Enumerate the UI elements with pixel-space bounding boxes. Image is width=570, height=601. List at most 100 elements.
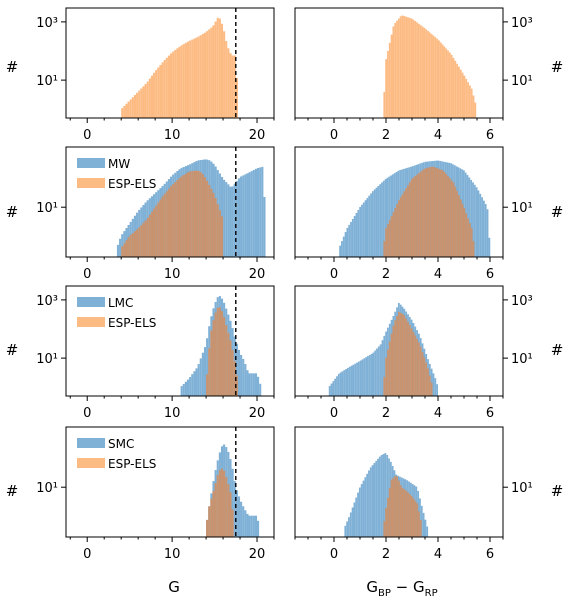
bar-esp-els — [144, 84, 147, 118]
xtick-label: 10 — [164, 267, 181, 282]
bar-esp-els — [133, 231, 137, 257]
bar-esp-els — [390, 34, 393, 118]
bar-esp-els — [423, 27, 426, 118]
xtick-label: 6 — [486, 128, 494, 143]
bar-esp-els — [452, 57, 455, 118]
xtick-label: 0 — [83, 406, 91, 421]
bar-esp-els — [432, 166, 435, 257]
bar-esp-els — [121, 108, 124, 118]
bar-mw — [386, 177, 389, 257]
bar-esp-els — [432, 35, 435, 118]
xtick-label: 4 — [434, 267, 442, 282]
bar-smc — [420, 505, 423, 537]
ylabel-row3-right: # — [551, 341, 564, 359]
bar-smc — [382, 454, 385, 537]
bar-mw — [362, 202, 365, 257]
bar-smc — [371, 465, 374, 537]
bar-esp-els — [231, 55, 234, 118]
bar-esp-els — [448, 178, 451, 257]
bar-mw — [472, 182, 474, 257]
bar-esp-els — [467, 218, 469, 257]
bar-lmc — [374, 350, 377, 396]
bar-esp-els — [214, 21, 217, 118]
bar-mw — [364, 200, 367, 257]
bar-mw — [252, 169, 255, 257]
ytick-label: 10³ — [511, 16, 533, 31]
bar-smc — [246, 513, 249, 537]
series-esp-els — [206, 468, 234, 537]
bar-lmc — [361, 359, 364, 396]
bar-mw — [121, 234, 124, 257]
xtick-label: 20 — [249, 547, 266, 562]
bar-lmc — [254, 373, 258, 396]
bar-mw — [223, 179, 226, 257]
ytick-label: 10¹ — [511, 352, 533, 367]
bar-smc — [369, 467, 372, 537]
bar-esp-els — [401, 313, 404, 396]
bar-esp-els — [410, 18, 413, 118]
bar-esp-els — [123, 243, 126, 257]
bar-esp-els — [140, 225, 143, 257]
bars-r3-left — [180, 296, 262, 396]
bar-lmc — [332, 381, 335, 396]
bar-esp-els — [403, 489, 406, 537]
bar-esp-els — [425, 168, 428, 257]
series-esp-els — [383, 311, 433, 396]
legend: MW ESP-ELS — [77, 157, 156, 191]
bar-lmc — [334, 378, 337, 396]
bar-smc — [360, 484, 363, 537]
bar-esp-els — [417, 511, 420, 537]
bar-mw — [355, 212, 358, 257]
bar-esp-els — [153, 208, 156, 257]
xtick-label: 20 — [249, 406, 266, 421]
bar-smc — [358, 487, 361, 537]
bar-mw — [388, 176, 391, 257]
bar-esp-els — [450, 54, 453, 118]
bar-esp-els — [408, 494, 411, 537]
ytick-label: 10¹ — [36, 74, 58, 89]
ylabel-row1-left: # — [6, 58, 19, 76]
legend: LMC ESP-ELS — [77, 296, 156, 330]
bar-esp-els — [159, 64, 162, 118]
bar-esp-els — [405, 188, 408, 257]
bar-esp-els — [407, 17, 409, 118]
bar-lmc — [352, 364, 355, 396]
bar-esp-els — [229, 492, 232, 537]
bar-esp-els — [231, 349, 234, 396]
bar-esp-els — [129, 234, 132, 257]
panel-r4-left: 0 10 20 10¹ SMC ESP-ELS — [36, 426, 275, 562]
bar-lmc — [345, 369, 347, 396]
xtick-label: 2 — [382, 267, 390, 282]
bar-mw — [235, 181, 238, 257]
bar-esp-els — [388, 220, 391, 257]
ylabel-row4-right: # — [551, 482, 564, 500]
bar-esp-els — [206, 519, 209, 537]
bar-lmc — [370, 353, 373, 396]
bar-esp-els — [434, 37, 437, 118]
bar-mw — [357, 209, 360, 257]
bar-smc — [252, 515, 255, 537]
bar-smc — [378, 456, 381, 537]
ytick-label: 10³ — [36, 294, 58, 309]
bar-esp-els — [136, 229, 139, 257]
bar-lmc — [206, 338, 209, 396]
bar-smc — [231, 468, 234, 537]
bar-esp-els — [167, 188, 170, 257]
bar-lmc — [343, 370, 346, 396]
bar-esp-els — [223, 31, 226, 118]
bar-esp-els — [144, 220, 147, 257]
bar-esp-els — [206, 31, 209, 118]
bar-lmc — [432, 373, 435, 396]
bar-lmc — [197, 364, 200, 396]
xtick-label: 6 — [486, 267, 494, 282]
bar-esp-els — [387, 497, 389, 537]
ytick-label: 10¹ — [511, 481, 533, 496]
bar-esp-els — [157, 67, 160, 118]
bar-esp-els — [399, 16, 402, 118]
bar-esp-els — [174, 49, 177, 118]
bar-esp-els — [197, 170, 200, 257]
ytick-label: 10¹ — [511, 74, 533, 89]
bar-esp-els — [225, 476, 228, 537]
bar-esp-els — [201, 33, 204, 118]
bar-esp-els — [474, 102, 477, 118]
